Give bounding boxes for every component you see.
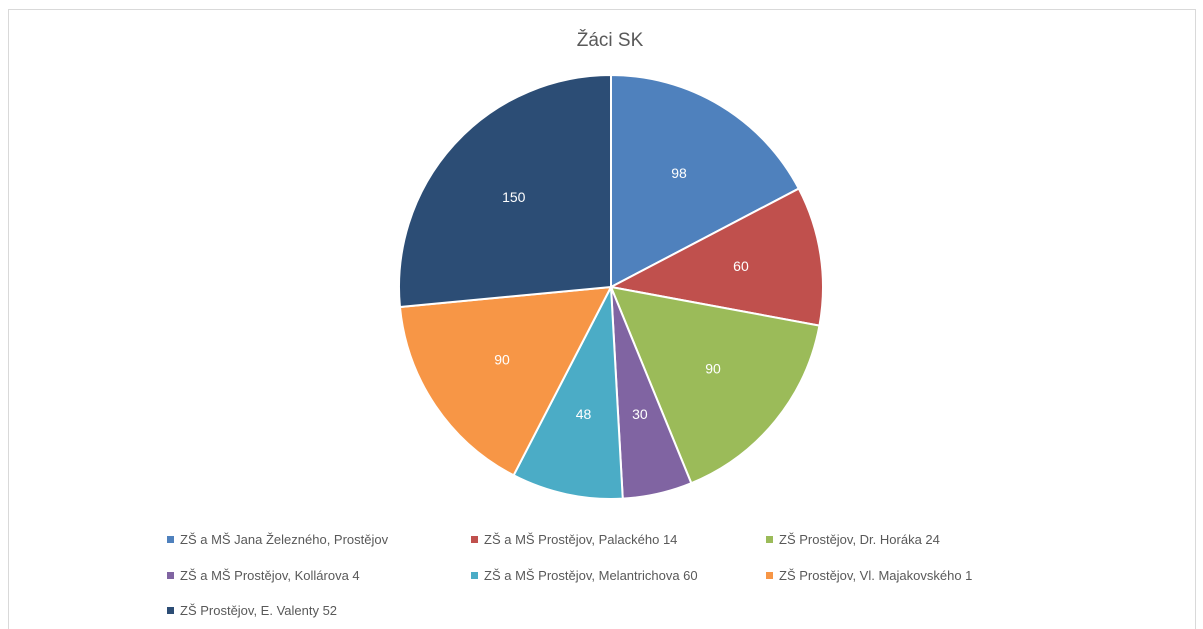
pie-slice-7 [398,73,612,309]
pie-data-label-3: 90 [705,361,721,377]
pie-data-label-4: 30 [632,406,648,422]
pie-data-label-6: 90 [494,351,510,367]
pie-slice-2 [607,187,824,327]
pie-slice-3 [609,285,821,485]
pie-data-label-2: 60 [733,258,749,274]
pie-slice-6 [398,285,613,477]
pie-data-label-1: 98 [671,165,687,181]
pie-data-label-5: 48 [576,406,592,422]
pie-data-label-7: 150 [502,189,526,205]
pie-slice-5 [512,283,624,500]
pie-slice-1 [610,73,801,289]
chart-title: Žáci SK [576,30,644,51]
